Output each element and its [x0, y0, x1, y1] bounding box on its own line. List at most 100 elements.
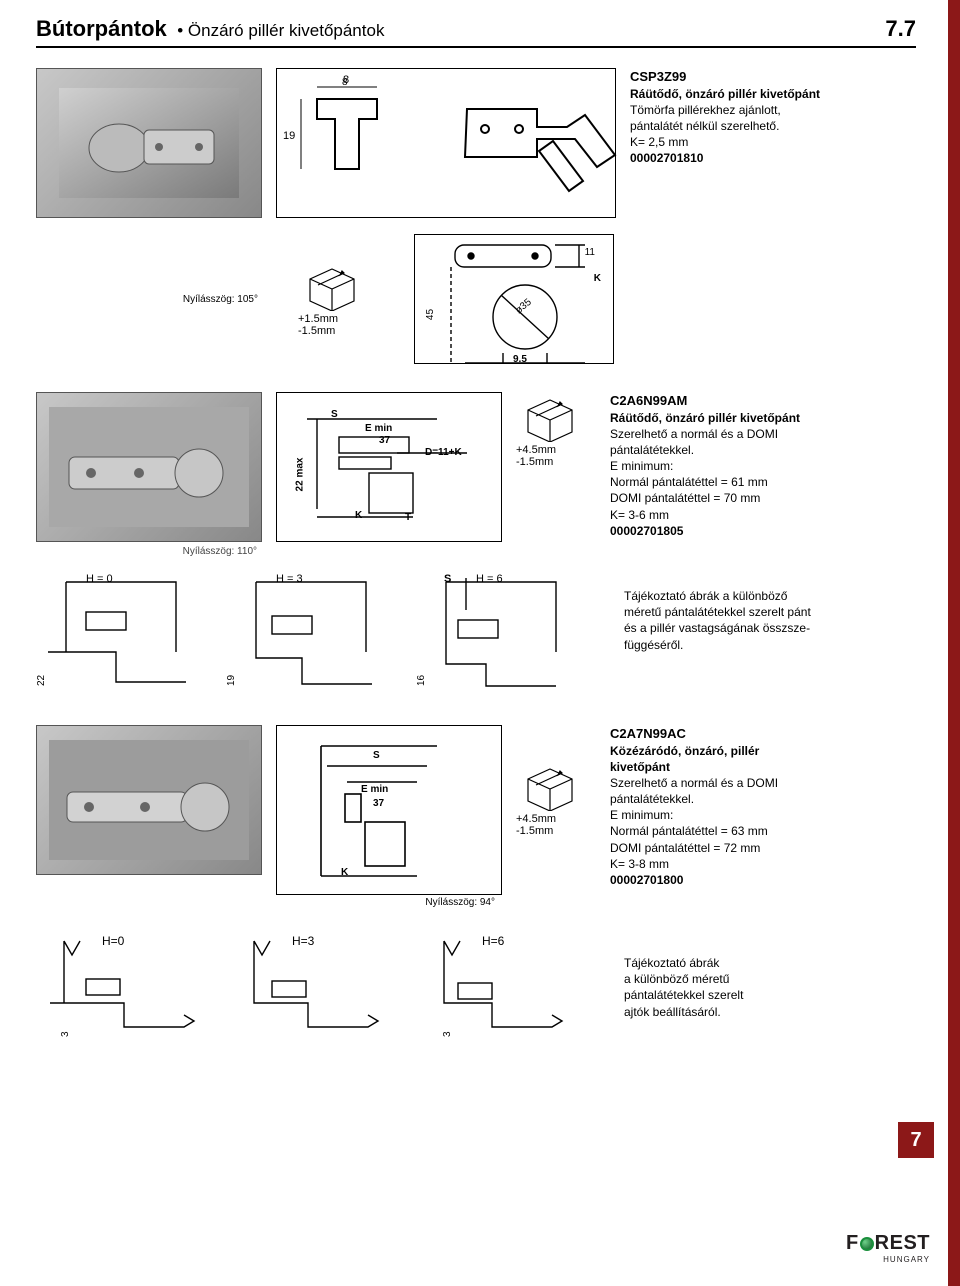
product1-nyil: Nyílásszög: 105° [36, 294, 262, 305]
tajek1-t3: és a pillér vastagságának összsze- [624, 620, 894, 636]
p3-S: S [373, 750, 380, 761]
svg-text:H = 6: H = 6 [476, 573, 503, 585]
product2-emin2: DOMI pántalátéttel = 70 mm [610, 490, 880, 506]
product3-desc: C2A7N99AC Közézáródó, önzáró, pillér kiv… [610, 725, 880, 888]
cup-11: 11 [585, 247, 595, 258]
product1-k: K= 2,5 mm [630, 134, 890, 150]
svg-text:H=3: H=3 [292, 934, 315, 948]
product3-emin2: DOMI pántalátéttel = 72 mm [610, 840, 880, 856]
svg-text:H = 3: H = 3 [276, 573, 303, 585]
product3-k: K= 3-8 mm [610, 856, 880, 872]
svg-text:3: 3 [60, 1031, 71, 1037]
product2-emin1: Normál pántalátéttel = 61 mm [610, 474, 880, 490]
product1-line1: Tömörfa pillérekhez ajánlott, [630, 102, 890, 118]
product2-diagram: S E min 37 D=11+K 22 max K T [276, 392, 502, 542]
adj-plus: +1.5mm [298, 313, 378, 325]
d-22: 22 max [294, 458, 305, 492]
product3-photo [36, 725, 262, 875]
logo-main: F REST [846, 1232, 930, 1255]
d-Emin: E min [365, 423, 392, 434]
tajek2-t4: ajtók beállításáról. [624, 1004, 854, 1020]
product1-row: 8 19 8 CSP3Z99 Ráütődő, önzáró pillér ki… [36, 68, 916, 218]
tajek2-t3: pántalátétekkel szerelt [624, 987, 854, 1003]
tajek1-t1: Tájékoztató ábrák a különböző [624, 588, 894, 604]
section-number: 7.7 [885, 16, 916, 42]
product1-aux: Nyílásszög: 105° +1.5mm -1.5mm [36, 234, 916, 364]
product1-adjust: +1.5mm -1.5mm [298, 261, 378, 337]
product1-artno: 00002701810 [630, 150, 890, 166]
product3-artno: 00002701800 [610, 872, 880, 888]
cup-drill-diagram: 11 K 45 ø35 9.5 [414, 234, 614, 364]
svg-text:S: S [444, 573, 451, 585]
product3-emin1: Normál pántalátéttel = 63 mm [610, 823, 880, 839]
d-K: K [355, 510, 362, 521]
p3-37: 37 [373, 798, 384, 809]
product3-emin-lbl: E minimum: [610, 807, 880, 823]
tajek2-text: Tájékoztató ábrák a különböző méretű pán… [624, 933, 854, 1020]
product3-title1: Közézáródó, önzáró, pillér [610, 743, 880, 759]
d-D: D=11+K [425, 447, 462, 458]
product2-line1: Szerelhető a normál és a DOMI [610, 426, 880, 442]
cube-arrow-icon [516, 761, 586, 811]
header-subtitle: • Önzáró pillér kivetőpántok [177, 21, 384, 40]
svg-text:3: 3 [442, 1031, 453, 1037]
cube-arrow-icon [298, 261, 368, 311]
header-title: Bútorpántok [36, 16, 167, 41]
p3-Emin: E min [361, 784, 388, 795]
product3-adjust: +4.5mm -1.5mm [516, 725, 596, 837]
product3-line2: pántalátétekkel. [610, 791, 880, 807]
product3-line1: Szerelhető a normál és a DOMI [610, 775, 880, 791]
cup-K: K [594, 273, 601, 284]
tajek2-row: H=0 H=3 H=6 3 3 Tájékoztató ábrák a külö… [36, 933, 916, 1058]
product2-adjust: +4.5mm -1.5mm [516, 392, 596, 468]
product3-row: S E min 37 K Nyílásszög: 94° +4.5mm -1.5… [36, 725, 916, 895]
product2-line2: pántalátétekkel. [610, 442, 880, 458]
svg-text:H = 0: H = 0 [86, 573, 113, 585]
tajek2-t2: a különböző méretű [624, 971, 854, 987]
tajek1-row: H = 0 H = 3 H = 6 S 22 19 16 Tájékoztató… [36, 572, 916, 707]
svg-text:16: 16 [416, 674, 427, 686]
product3-nyil: Nyílásszög: 94° [425, 897, 495, 908]
product2-code: C2A6N99AM [610, 392, 880, 410]
product1-line2: pántalátét nélkül szerelhető. [630, 118, 890, 134]
hinge3-photo-placeholder-icon [49, 740, 249, 860]
product3-diagram: S E min 37 K Nyílásszög: 94° [276, 725, 502, 895]
cube-arrow-icon [516, 392, 586, 442]
tajek2-t1: Tájékoztató ábrák [624, 955, 854, 971]
logo-pre: F [846, 1232, 859, 1255]
adj-minus: -1.5mm [298, 325, 378, 337]
hinge2-photo-placeholder-icon [49, 407, 249, 527]
page-header: Bútorpántok • Önzáró pillér kivetőpántok… [36, 16, 916, 48]
d-37: 37 [379, 435, 390, 446]
page-content: Bútorpántok • Önzáró pillér kivetőpántok… [36, 16, 916, 1076]
product1-desc: CSP3Z99 Ráütődő, önzáró pillér kivetőpán… [630, 68, 890, 166]
d-S: S [331, 409, 338, 420]
header-left: Bútorpántok • Önzáró pillér kivetőpántok [36, 16, 384, 42]
product3-code: C2A7N99AC [610, 725, 880, 743]
p2-adj-plus: +4.5mm [516, 444, 596, 456]
product1-code: CSP3Z99 [630, 68, 890, 86]
product1-photo [36, 68, 262, 218]
logo-country: HUNGARY [883, 1255, 930, 1264]
dim-8: 8 [342, 77, 348, 88]
tajek1-t2: méretű pántalátétekkel szerelt pánt [624, 604, 894, 620]
hinge-photo-placeholder-icon [59, 88, 239, 198]
product2-title: Ráütődő, önzáró pillér kivetőpánt [610, 410, 880, 426]
tajek2-diagrams: H=0 H=3 H=6 3 3 [36, 933, 596, 1058]
svg-text:19: 19 [226, 674, 237, 686]
tajek1-text: Tájékoztató ábrák a különböző méretű pán… [624, 572, 894, 653]
product2-artno: 00002701805 [610, 523, 880, 539]
tajek1-t4: függéséről. [624, 637, 894, 653]
product2-nyil: Nyílásszög: 110° [183, 546, 257, 557]
side-accent-bar [948, 0, 960, 1286]
svg-text:H=0: H=0 [102, 934, 125, 948]
svg-text:H=6: H=6 [482, 934, 505, 948]
logo-post: REST [875, 1232, 930, 1255]
logo-globe-icon [860, 1237, 874, 1251]
product2-k: K= 3-6 mm [610, 507, 880, 523]
svg-text:22: 22 [36, 674, 47, 686]
d-T: T [405, 512, 411, 523]
p3-adj-plus: +4.5mm [516, 813, 596, 825]
product2-desc: C2A6N99AM Ráütődő, önzáró pillér kivetőp… [610, 392, 880, 539]
p3-K: K [341, 867, 348, 878]
